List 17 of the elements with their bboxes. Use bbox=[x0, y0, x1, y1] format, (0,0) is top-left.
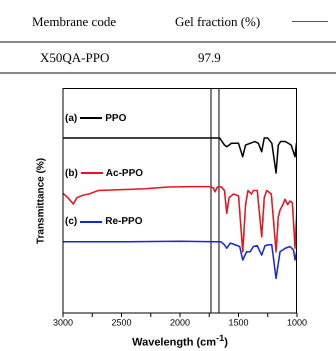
x-axis-title: Wavelength (cm$^{-1}$) bbox=[131, 333, 229, 349]
x-tick-label: 3000 bbox=[52, 317, 74, 328]
y-axis-title: Transmittance (%) bbox=[36, 157, 46, 244]
text: 97.9 bbox=[198, 50, 221, 66]
text: Gel fraction (%) bbox=[175, 14, 260, 30]
text: X50QA-PPO bbox=[40, 50, 110, 66]
legend-label: PPO bbox=[105, 112, 126, 124]
x-tick-label: 1500 bbox=[228, 317, 249, 328]
annotation: (c) bbox=[65, 216, 78, 228]
x-tick-label: 1000 bbox=[286, 317, 308, 328]
annotation: (b) bbox=[65, 168, 78, 179]
x-tick-label: 2500 bbox=[111, 317, 132, 328]
text: (a) bbox=[65, 112, 78, 124]
legend-label: Ac-PPO bbox=[106, 168, 144, 179]
text: Membrane code bbox=[32, 14, 116, 30]
legend-label: Re-PPO bbox=[105, 216, 142, 228]
x-tick-label: 2000 bbox=[170, 317, 190, 328]
